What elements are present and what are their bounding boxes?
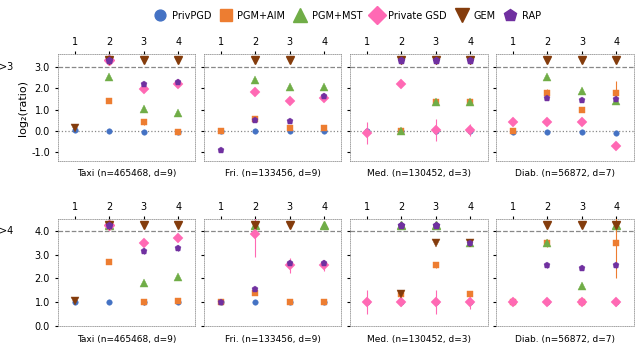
Text: Taxi (n=465468, d=9): Taxi (n=465468, d=9): [77, 169, 176, 178]
Text: Fri. (n=133456, d=9): Fri. (n=133456, d=9): [225, 335, 321, 344]
Y-axis label: log₂(ratio): log₂(ratio): [19, 80, 28, 135]
Text: Fri. (n=133456, d=9): Fri. (n=133456, d=9): [225, 169, 321, 178]
Text: Diab. (n=56872, d=7): Diab. (n=56872, d=7): [515, 335, 614, 344]
Text: Med. (n=130452, d=3): Med. (n=130452, d=3): [367, 335, 470, 344]
Text: >3: >3: [0, 62, 13, 72]
Text: Med. (n=130452, d=3): Med. (n=130452, d=3): [367, 169, 470, 178]
Text: >4: >4: [0, 226, 13, 236]
Legend: PrivPGD, PGM+AIM, PGM+MST, Private GSD, GEM, RAP: PrivPGD, PGM+AIM, PGM+MST, Private GSD, …: [147, 7, 545, 25]
Text: Diab. (n=56872, d=7): Diab. (n=56872, d=7): [515, 169, 614, 178]
Text: Taxi (n=465468, d=9): Taxi (n=465468, d=9): [77, 335, 176, 344]
